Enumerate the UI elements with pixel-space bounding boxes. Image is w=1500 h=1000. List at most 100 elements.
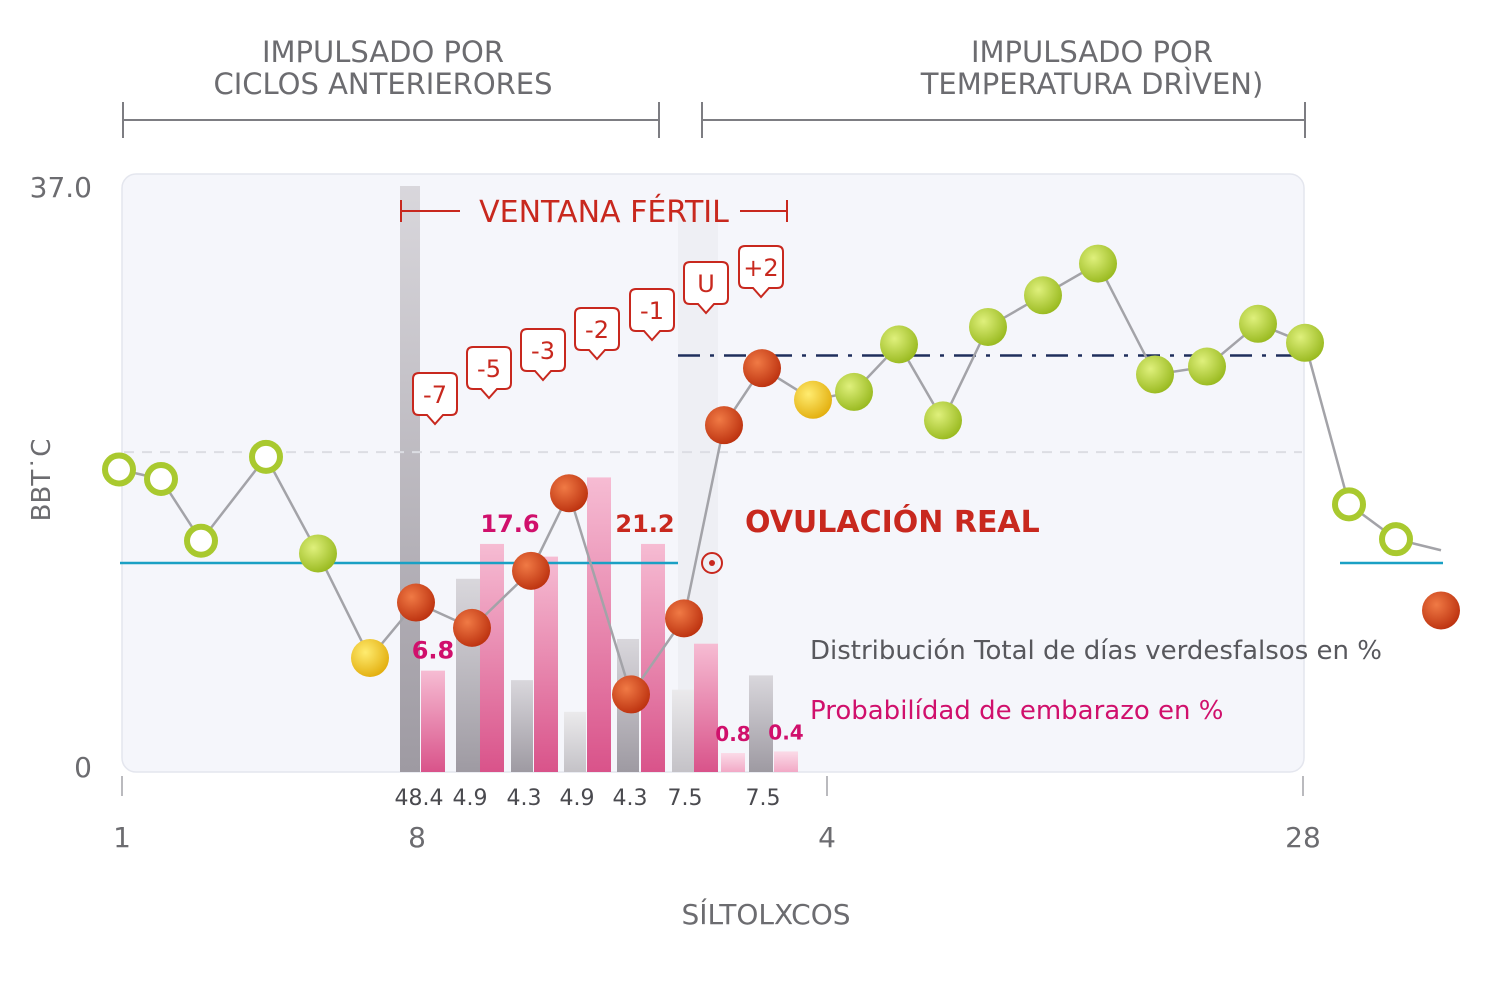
callout-bubble bbox=[466, 346, 512, 400]
callout-text: -7 bbox=[423, 381, 447, 409]
callout-text: -3 bbox=[531, 337, 555, 365]
fertile-window-bracket bbox=[400, 200, 788, 222]
header-bracket-left bbox=[122, 102, 660, 138]
bbt-point bbox=[397, 583, 435, 622]
gray-bar bbox=[672, 689, 694, 772]
header-left-line2: CICLOS ANTERIERORES bbox=[213, 67, 552, 101]
x-tick-1: 1 bbox=[113, 821, 131, 854]
pink-bar bbox=[774, 751, 798, 772]
pink-bar-data-label: 0.4 bbox=[768, 720, 803, 744]
day-offset-callout: -3 bbox=[520, 328, 566, 382]
bbt-point bbox=[969, 307, 1007, 346]
pink-bar bbox=[421, 670, 445, 772]
callout-text: +2 bbox=[743, 254, 778, 282]
header-right-line2: TEMPERATURA DRÌVEN) bbox=[920, 67, 1264, 101]
day-offset-callout: U bbox=[683, 261, 729, 315]
header-right-line1: IMPULSADO POR bbox=[971, 35, 1213, 69]
gray-bar bbox=[749, 675, 773, 772]
pink-bar bbox=[721, 752, 745, 772]
callout-bubble bbox=[520, 328, 566, 382]
bbt-point bbox=[665, 599, 703, 638]
bbt-point bbox=[512, 551, 550, 590]
pink-bar-data-label: 21.2 bbox=[615, 510, 674, 538]
gray-bar-label: 4.3 bbox=[613, 786, 648, 811]
y-tick-bottom: 0 bbox=[74, 751, 92, 784]
bbt-point bbox=[835, 372, 873, 411]
gray-bar-label: 4.9 bbox=[453, 786, 488, 811]
gray-bar-label: 4.3 bbox=[507, 786, 542, 811]
bbt-point bbox=[351, 638, 389, 677]
callout-bubble bbox=[738, 245, 784, 299]
pink-bar-data-label: 0.8 bbox=[715, 722, 750, 746]
gray-bar bbox=[400, 186, 420, 772]
bbt-point bbox=[1079, 244, 1117, 283]
bar-labels: 48.4 4.9 4.3 4.9 4.3 7.5 7.5 6.8 17.6 21.2 0.8 0.4 bbox=[395, 510, 804, 811]
bbt-point bbox=[794, 380, 832, 419]
bbt-point-open bbox=[1379, 522, 1413, 557]
bbt-point bbox=[299, 534, 337, 573]
bbt-point-open bbox=[249, 439, 283, 474]
pink-bar bbox=[534, 556, 558, 772]
bbt-point-open bbox=[102, 452, 136, 487]
callout-text: -5 bbox=[477, 355, 501, 383]
bbt-point-open bbox=[144, 462, 178, 496]
callout-bubble bbox=[629, 288, 675, 342]
fertile-window-label: VENTANA FÉRTIL bbox=[479, 194, 729, 230]
bbt-point bbox=[1024, 276, 1062, 315]
bbt-line bbox=[118, 261, 1442, 698]
day-offset-callout: -2 bbox=[574, 307, 620, 361]
pink-bar-data-label: 6.8 bbox=[412, 637, 455, 665]
ovulation-label: OVULACIÓN REAL bbox=[745, 503, 1040, 540]
bbt-point bbox=[1239, 304, 1277, 343]
gray-bar bbox=[564, 711, 586, 772]
y-axis-label: BBT˙C bbox=[27, 439, 57, 522]
x-tick-8: 8 bbox=[408, 821, 426, 854]
y-tick-top: 37.0 bbox=[30, 171, 92, 204]
gray-bar bbox=[511, 680, 533, 772]
day-callouts: -7 -5 -3 -2 -1 U +2 bbox=[412, 245, 784, 426]
bbt-point bbox=[743, 349, 781, 388]
pink-bar bbox=[480, 543, 504, 772]
bbt-point-open bbox=[1332, 487, 1366, 522]
gray-bar-label: 7.5 bbox=[746, 786, 781, 811]
callout-text: -1 bbox=[640, 297, 664, 325]
bbt-point bbox=[1136, 355, 1174, 394]
bbt-point-open bbox=[184, 523, 218, 558]
bars-layer bbox=[400, 186, 798, 772]
bbt-point bbox=[1188, 347, 1226, 386]
bbt-point bbox=[924, 401, 962, 440]
header-left-line1: IMPULSADO POR bbox=[262, 35, 504, 69]
gray-bar-label: 4.9 bbox=[560, 786, 595, 811]
pink-bar bbox=[694, 643, 718, 772]
callout-text: U bbox=[697, 270, 715, 298]
gray-bar-label: 7.5 bbox=[668, 786, 703, 811]
callout-bubble bbox=[574, 307, 620, 361]
x-ticks bbox=[121, 776, 1304, 796]
pink-bar-data-label: 17.6 bbox=[480, 510, 539, 538]
day-offset-callout: -7 bbox=[412, 372, 458, 426]
ovulation-marker-icon bbox=[701, 552, 723, 574]
pink-bar bbox=[641, 543, 665, 772]
x-tick-4: 4 bbox=[818, 821, 836, 854]
callout-bubble bbox=[683, 261, 729, 315]
bbt-series bbox=[102, 244, 1460, 714]
bbt-point bbox=[1422, 591, 1460, 630]
day-offset-callout: -5 bbox=[466, 346, 512, 400]
bbt-point bbox=[1286, 323, 1324, 362]
x-tick-28: 28 bbox=[1285, 821, 1321, 854]
callout-text: -2 bbox=[585, 316, 609, 344]
pink-bar bbox=[587, 477, 611, 772]
bbt-point bbox=[705, 406, 743, 445]
bbt-point bbox=[612, 675, 650, 714]
x-axis-label: SÍLTOLXCOS bbox=[681, 897, 850, 931]
day-offset-callout: +2 bbox=[738, 245, 784, 299]
bbt-point bbox=[880, 325, 918, 364]
gray-bar-label: 48.4 bbox=[395, 786, 444, 811]
bbt-point bbox=[550, 474, 588, 513]
bbt-point bbox=[453, 608, 491, 647]
gray-bar bbox=[456, 578, 480, 772]
day-offset-callout: -1 bbox=[629, 288, 675, 342]
legend-pink-bars: Probabilídad de embarazo en % bbox=[810, 696, 1223, 726]
header-bracket-right bbox=[701, 102, 1306, 138]
